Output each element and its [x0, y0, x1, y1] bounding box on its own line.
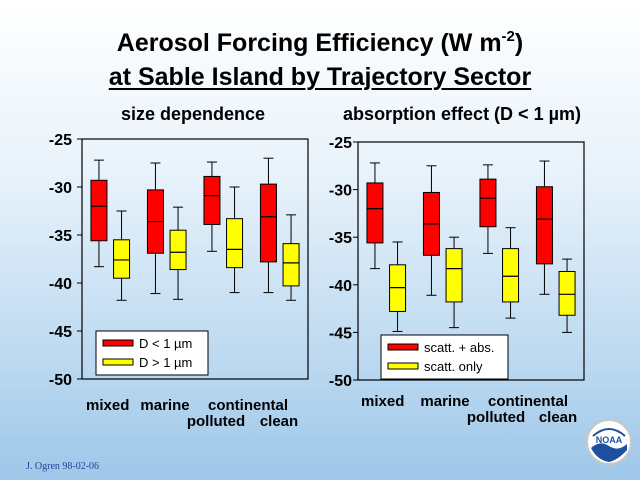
chart2-category-label: mixed	[361, 393, 404, 410]
box-body	[259, 183, 277, 263]
chart1-box-red-1	[90, 159, 108, 268]
chart1-box-yellow-3	[226, 186, 244, 294]
box-body	[226, 218, 244, 269]
legend-swatch	[102, 339, 134, 347]
chart2-box-red-1	[366, 162, 384, 270]
chart1-category-label: clean	[260, 413, 298, 430]
box-body	[203, 175, 221, 225]
box-body	[479, 178, 497, 228]
box-body	[366, 182, 384, 244]
chart1-category-label: continental	[208, 397, 288, 414]
chart2-box-yellow-4	[558, 258, 576, 333]
chart2-ytick-label: -30	[329, 183, 352, 200]
chart1-ytick-label: -40	[49, 276, 72, 293]
chart2-plot-frame	[357, 141, 585, 381]
chart1-box-yellow-1	[113, 210, 131, 301]
chart1-legend: D < 1 µm D > 1 µm	[95, 330, 209, 376]
chart1-ytick-label: -30	[49, 180, 72, 197]
box-body	[535, 186, 553, 265]
chart1-box-yellow-4	[282, 214, 300, 301]
chart2-box-yellow-3	[502, 227, 520, 319]
legend-label: scatt. only	[424, 359, 483, 374]
chart2-ytick-label: -25	[329, 135, 352, 152]
chart1-plot-frame	[81, 138, 309, 380]
legend-label: D < 1 µm	[139, 336, 192, 351]
chart2-box-yellow-2	[445, 236, 463, 329]
chart2-ytick-label: -35	[329, 230, 352, 247]
chart2-box-yellow-1	[389, 241, 407, 332]
legend-swatch	[387, 343, 419, 351]
title-superscript: -2	[501, 28, 515, 45]
chart2-box-red-4	[535, 160, 553, 295]
noaa-logo-icon: NOAA	[586, 419, 632, 465]
chart2-ytick-label: -50	[329, 373, 352, 390]
svg-text:NOAA: NOAA	[596, 435, 623, 445]
box-body	[90, 179, 108, 242]
chart2-legend: scatt. + abs. scatt. only	[380, 334, 509, 380]
chart1-category-label: mixed	[86, 397, 129, 414]
legend-label: D > 1 µm	[139, 355, 192, 370]
box-body	[445, 248, 463, 303]
legend-box	[95, 330, 209, 376]
chart2-box-red-3	[479, 164, 497, 254]
chart1-ytick-label: -25	[49, 132, 72, 149]
chart-title-line1: Aerosol Forcing Efficiency (W m-2)	[116, 28, 524, 57]
chart1-category-label: polluted	[187, 413, 245, 430]
legend-swatch	[387, 362, 419, 370]
chart1-box-red-2	[146, 162, 164, 295]
box-body	[282, 243, 300, 287]
chart2-category-label: continental	[488, 393, 568, 410]
chart1-ytick-label: -45	[49, 324, 72, 341]
box-body	[113, 239, 131, 279]
chart2-title: absorption effect (D < 1 µm)	[343, 104, 581, 124]
legend-swatch	[102, 358, 134, 366]
chart1-category-label: marine	[140, 397, 189, 414]
author-credit: J. Ogren 98-02-06	[26, 461, 100, 472]
chart1-ytick-label: -35	[49, 228, 72, 245]
chart2-category-label: clean	[539, 409, 577, 426]
chart2-category-label: polluted	[467, 409, 525, 426]
chart1-box-yellow-2	[169, 206, 187, 300]
chart2-ytick-label: -40	[329, 278, 352, 295]
box-body	[502, 248, 520, 303]
chart1-box-red-4	[259, 157, 277, 294]
chart2-category-label: marine	[420, 393, 469, 410]
box-body	[169, 229, 187, 271]
legend-box	[380, 334, 509, 380]
chart2-ytick-label: -45	[329, 325, 352, 342]
chart1-ytick-label: -50	[49, 372, 72, 389]
box-body	[558, 270, 576, 316]
legend-label: scatt. + abs.	[424, 340, 494, 355]
chart2-box-red-2	[422, 165, 440, 296]
chart-title-line2: at Sable Island by Trajectory Sector	[108, 63, 532, 91]
chart1-title: size dependence	[121, 104, 265, 124]
chart1-box-red-3	[203, 161, 221, 252]
